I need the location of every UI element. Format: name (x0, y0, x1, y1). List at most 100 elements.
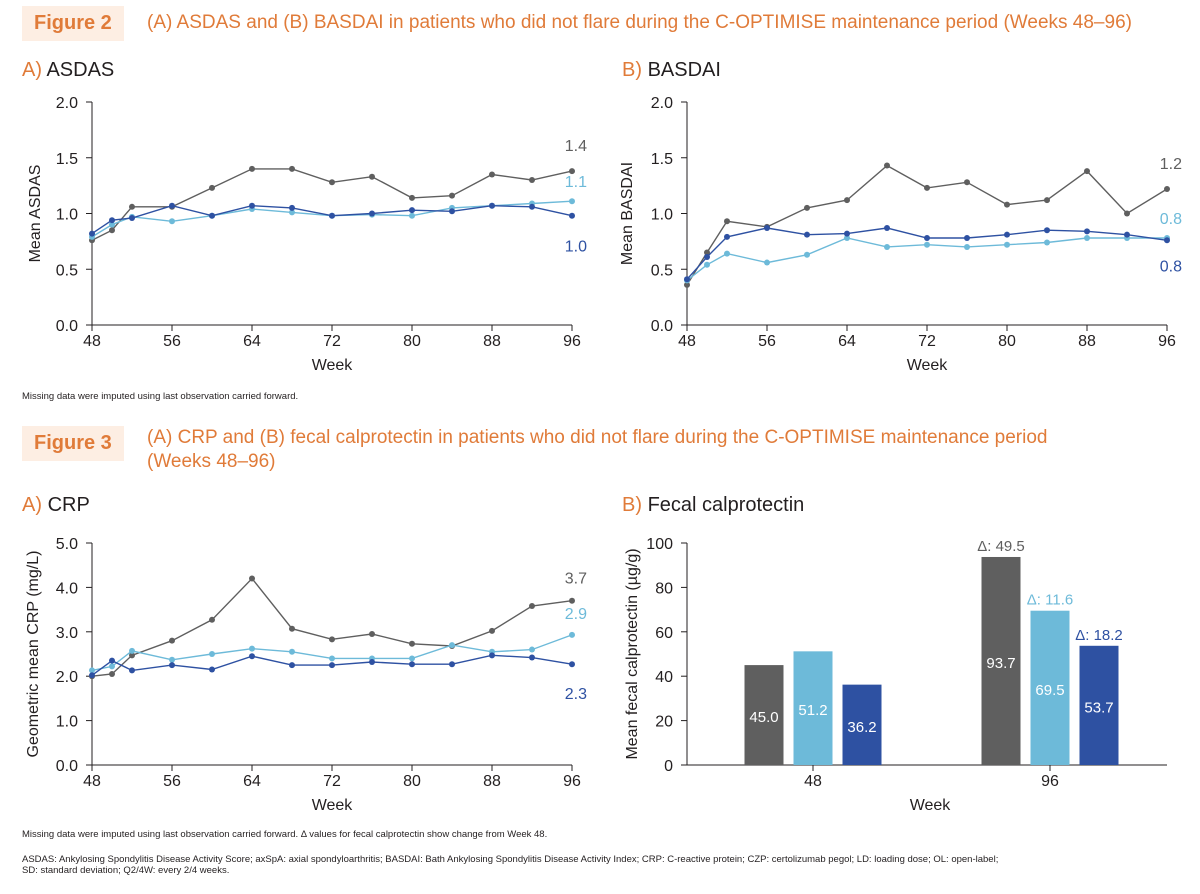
data-point-blue (209, 212, 215, 219)
data-point-light (844, 235, 850, 242)
data-point-blue (249, 202, 255, 209)
data-point-dark (249, 165, 255, 172)
data-point-dark (1044, 197, 1050, 204)
panel-letter: A) (22, 59, 42, 81)
data-point-light (884, 243, 890, 250)
panel-name: BASDAI (647, 59, 721, 81)
data-point-light (209, 651, 215, 657)
end-value-label-light: 0.8 (1160, 211, 1182, 228)
delta-label-light: Δ: 11.6 (1027, 592, 1073, 609)
x-tick-label: 72 (323, 773, 341, 790)
data-point-light (569, 198, 575, 205)
bar-blue (842, 684, 882, 765)
data-point-light (704, 261, 710, 268)
data-point-blue (289, 204, 295, 211)
y-tick-label: 1.0 (56, 207, 78, 224)
data-point-blue (369, 658, 375, 665)
data-point-dark (169, 637, 175, 644)
delta-label-blue: Δ: 18.2 (1075, 627, 1123, 644)
data-point-blue (569, 212, 575, 219)
end-value-label-blue: 0.8 (1160, 258, 1182, 275)
y-tick-label: 1.5 (651, 151, 673, 168)
x-tick-label: 96 (1041, 773, 1059, 790)
data-point-blue (329, 662, 335, 669)
data-point-light (89, 667, 95, 674)
panel-letter: B) (622, 59, 642, 81)
bar-value-label-light: 69.5 (1035, 682, 1064, 699)
y-tick-label: 100 (646, 536, 673, 553)
x-tick-label: 96 (1158, 333, 1176, 350)
y-tick-label: 0.0 (651, 318, 673, 335)
data-point-blue (1004, 231, 1010, 238)
data-point-blue (964, 235, 970, 242)
data-point-blue (129, 667, 135, 674)
y-tick-label: 1.0 (56, 714, 78, 731)
y-tick-label: 0.5 (56, 262, 78, 279)
y-tick-label: 5.0 (56, 536, 78, 553)
data-point-light (289, 209, 295, 216)
data-point-light (764, 259, 770, 266)
figure-2-title: (A) ASDAS and (B) BASDAI in patients who… (147, 12, 1132, 33)
data-point-blue (724, 233, 730, 240)
y-axis-title: Geometric mean CRP (mg/L) (25, 551, 42, 758)
data-point-light (409, 212, 415, 219)
data-point-blue (169, 202, 175, 209)
series-line-light (686, 237, 1167, 281)
x-tick-label: 64 (838, 333, 856, 350)
data-point-dark (569, 168, 575, 175)
data-point-blue (109, 657, 115, 664)
figure-2-note: Missing data were imputed using last obs… (22, 391, 299, 402)
data-point-light (529, 646, 535, 653)
end-value-label-blue: 1.0 (565, 239, 587, 256)
bar-blue (1079, 645, 1119, 765)
data-point-dark (964, 179, 970, 186)
x-tick-label: 88 (483, 773, 501, 790)
data-point-blue (529, 654, 535, 661)
y-tick-label: 0.5 (651, 262, 673, 279)
y-tick-label: 1.0 (651, 207, 673, 224)
bar-value-label-dark: 45.0 (749, 709, 778, 726)
panel-letter: B) (622, 494, 642, 516)
data-point-dark (1164, 185, 1170, 192)
x-tick-label: 48 (678, 333, 696, 350)
data-point-light (449, 642, 455, 649)
x-axis-title: Week (907, 357, 949, 374)
data-point-blue (489, 202, 495, 209)
data-point-light (409, 655, 415, 662)
data-point-blue (449, 208, 455, 215)
data-point-light (289, 648, 295, 655)
bar-light (793, 651, 833, 765)
data-point-light (249, 645, 255, 652)
data-point-blue (924, 235, 930, 242)
x-tick-label: 96 (563, 333, 581, 350)
data-point-dark (289, 165, 295, 172)
data-point-dark (289, 625, 295, 632)
x-tick-label: 48 (83, 333, 101, 350)
data-point-blue (1084, 228, 1090, 235)
data-point-light (169, 656, 175, 663)
series-line-dark (91, 168, 573, 241)
data-point-light (1004, 241, 1010, 248)
data-point-light (924, 241, 930, 248)
data-point-dark (109, 227, 115, 234)
data-point-blue (369, 210, 375, 217)
data-point-light (109, 221, 115, 228)
data-point-blue (209, 666, 215, 673)
data-point-light (724, 250, 730, 257)
data-point-dark (489, 171, 495, 178)
y-tick-label: 2.0 (56, 95, 78, 112)
bar-dark (981, 556, 1021, 765)
data-point-blue (1124, 231, 1130, 238)
data-point-dark (369, 173, 375, 180)
bar-value-label-blue: 36.2 (847, 719, 876, 736)
x-tick-label: 96 (563, 773, 581, 790)
data-point-dark (489, 627, 495, 634)
data-point-dark (884, 162, 890, 169)
x-tick-label: 88 (1078, 333, 1096, 350)
data-point-blue (489, 652, 495, 659)
data-point-blue (704, 253, 710, 260)
y-tick-label: 4.0 (56, 580, 78, 597)
